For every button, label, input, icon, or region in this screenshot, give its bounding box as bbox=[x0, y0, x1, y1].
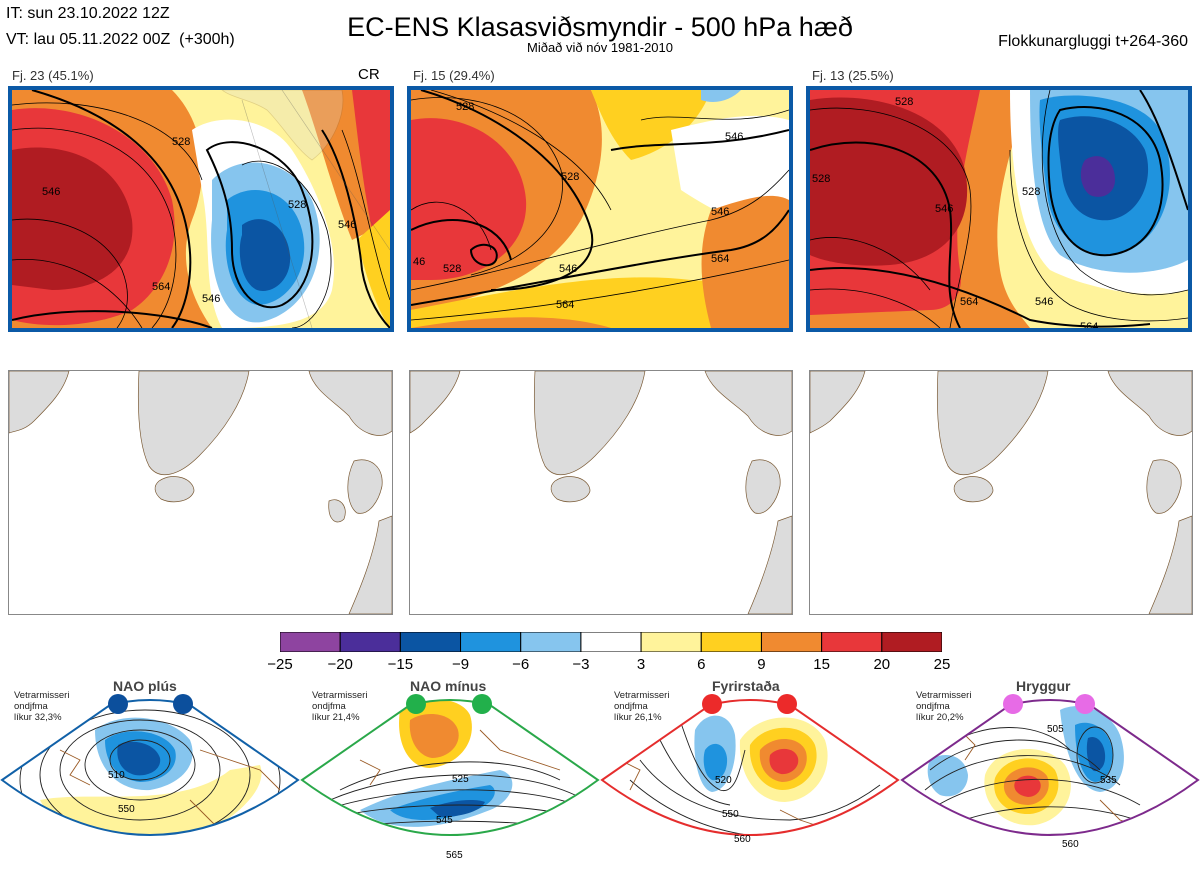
colorbar-tick-label: 20 bbox=[873, 656, 891, 673]
contour-label: 546 bbox=[711, 206, 729, 218]
contour-label: 528 bbox=[561, 171, 579, 183]
contour-label: 564 bbox=[711, 253, 729, 265]
regime-1-map bbox=[2, 700, 298, 835]
contour-label: 545 bbox=[436, 815, 453, 826]
contour-label: 528 bbox=[456, 101, 474, 113]
colorbar-tick-label: −9 bbox=[451, 656, 470, 673]
regime-maps: 510 550 525 545 565 bbox=[0, 694, 1200, 861]
regime-2-dot bbox=[406, 694, 426, 714]
colorbar-swatch bbox=[580, 631, 642, 653]
regime-1-name: NAO plús bbox=[113, 678, 177, 694]
contour-label: 546 bbox=[559, 263, 577, 275]
cluster-map-3: 528 528 546 564 546 564 528 bbox=[806, 86, 1192, 332]
contour-label: 535 bbox=[1100, 775, 1117, 786]
colorbar-tick-label: −20 bbox=[327, 656, 353, 673]
regime-2-dot bbox=[472, 694, 492, 714]
contour-label: 546 bbox=[725, 131, 743, 143]
regime-3-dot bbox=[777, 694, 797, 714]
contour-label: 564 bbox=[1080, 321, 1098, 328]
contour-label: 528 bbox=[443, 263, 461, 275]
contour-label: 564 bbox=[152, 281, 170, 293]
contour-label: 550 bbox=[118, 804, 135, 815]
colorbar-tick-label: −6 bbox=[512, 656, 530, 673]
contour-label: 528 bbox=[172, 136, 190, 148]
contour-label: 550 bbox=[722, 809, 739, 820]
colorbar-swatch bbox=[339, 631, 401, 653]
contour-label: 546 bbox=[202, 293, 220, 305]
cluster-3-label: Fj. 13 (25.5%) bbox=[812, 68, 894, 83]
colorbar-swatch bbox=[520, 631, 582, 653]
colorbar-swatch bbox=[460, 631, 522, 653]
base-map-2 bbox=[409, 370, 793, 615]
colorbar-swatch bbox=[881, 631, 943, 653]
colorbar-tick-label: 6 bbox=[697, 656, 706, 673]
cluster-map-1: 528 546 564 528 546 546 bbox=[8, 86, 394, 332]
cluster-2-label: Fj. 15 (29.4%) bbox=[413, 68, 495, 83]
contour-label: 546 bbox=[935, 203, 953, 215]
page-subtitle: Miðað við nóv 1981-2010 bbox=[527, 40, 673, 55]
contour-label: 520 bbox=[715, 775, 732, 786]
contour-label: 528 bbox=[288, 199, 306, 211]
cluster-1-label: Fj. 23 (45.1%) bbox=[12, 68, 94, 83]
contour-label: 528 bbox=[1022, 186, 1040, 198]
colorbar-swatch bbox=[760, 631, 823, 653]
colorbar-swatch bbox=[399, 631, 462, 653]
colorbar-swatch bbox=[279, 631, 341, 653]
colorbar-tick-label: 25 bbox=[933, 656, 951, 673]
colorbar-tick-label: 9 bbox=[757, 656, 766, 673]
colorbar-tick-label: −3 bbox=[572, 656, 590, 673]
regime-1-dot bbox=[108, 694, 128, 714]
initial-time: IT: sun 23.10.2022 12Z bbox=[6, 5, 170, 22]
regime-2-border bbox=[300, 699, 600, 836]
colorbar-tick-label: 3 bbox=[636, 656, 646, 673]
regime-3-border bbox=[600, 699, 900, 836]
colorbar-tick-label: −25 bbox=[267, 656, 293, 673]
regime-1-border bbox=[0, 699, 300, 836]
classification-window: Flokkunargluggi t+264-360 bbox=[998, 33, 1188, 50]
valid-time: VT: lau 05.11.2022 00Z (+300h) bbox=[6, 31, 235, 48]
regime-4-name: Hryggur bbox=[1016, 678, 1071, 694]
contour-label: 505 bbox=[1047, 724, 1064, 735]
regime-1-dot bbox=[173, 694, 193, 714]
contour-label: 546 bbox=[42, 186, 60, 198]
regime-2-probability: Vetrarmisseri ondjfma líkur 21,4% bbox=[312, 690, 368, 723]
colorbar-tick-label: −15 bbox=[387, 656, 414, 673]
regime-4-dot bbox=[1075, 694, 1095, 714]
cluster-map-2: 528 528 546 546 564 564 528 46 546 bbox=[407, 86, 793, 332]
contour-label: 528 bbox=[812, 173, 830, 185]
contour-label: 546 bbox=[1035, 296, 1053, 308]
colorbar bbox=[279, 631, 943, 653]
contour-label: 546 bbox=[338, 219, 356, 231]
regime-2-map bbox=[302, 700, 598, 835]
regime-4-dot bbox=[1003, 694, 1023, 714]
colorbar-swatch bbox=[821, 631, 883, 653]
contour-label: 564 bbox=[960, 296, 978, 308]
contour-label: 560 bbox=[734, 834, 751, 845]
colorbar-swatch bbox=[640, 631, 702, 653]
cluster-1-tag: CR bbox=[358, 66, 380, 83]
regime-3-dot bbox=[702, 694, 722, 714]
base-map-1 bbox=[8, 370, 393, 615]
contour-label: 560 bbox=[1062, 839, 1079, 850]
regime-1-probability: Vetrarmisseri ondjfma líkur 32,3% bbox=[14, 690, 70, 723]
contour-label: 510 bbox=[108, 770, 125, 781]
page-title: EC-ENS Klasasviðsmyndir - 500 hPa hæð bbox=[347, 12, 853, 42]
regime-3-name: Fyrirstaða bbox=[712, 678, 780, 694]
regime-4-map bbox=[902, 700, 1198, 835]
regime-2-name: NAO mínus bbox=[410, 678, 487, 694]
base-map-3 bbox=[809, 370, 1193, 615]
regime-4-probability: Vetrarmisseri ondjfma líkur 20,2% bbox=[916, 690, 972, 723]
contour-label: 564 bbox=[556, 299, 574, 311]
regime-3-probability: Vetrarmisseri ondjfma líkur 26,1% bbox=[614, 690, 670, 723]
regime-4-border bbox=[900, 699, 1200, 836]
contour-label: 565 bbox=[446, 850, 463, 861]
colorbar-swatch bbox=[700, 631, 762, 653]
contour-label: 525 bbox=[452, 774, 469, 785]
contour-label: 528 bbox=[895, 96, 913, 108]
contour-label: 46 bbox=[413, 256, 425, 268]
colorbar-tick-label: 15 bbox=[813, 656, 830, 673]
